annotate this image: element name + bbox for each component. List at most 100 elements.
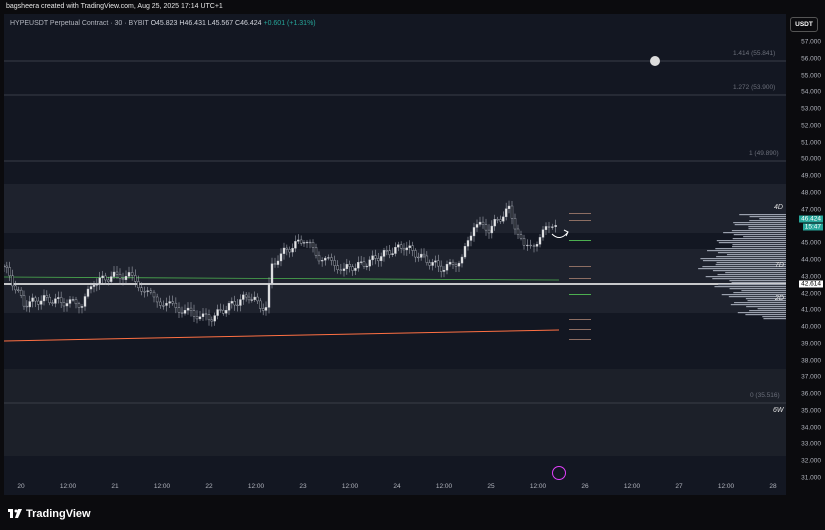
- price-axis-label: 40.000: [801, 323, 821, 331]
- volume-profile-bar: [716, 240, 786, 242]
- time-axis-label: 21: [111, 483, 119, 490]
- candle-body: [535, 244, 539, 247]
- price-axis-label: 52.000: [801, 122, 821, 130]
- candle-body: [259, 300, 262, 309]
- volume-profile-bar: [712, 270, 786, 272]
- candle-body: [490, 225, 494, 234]
- candle-body: [339, 269, 343, 271]
- price-axis-label: 44.000: [801, 256, 821, 264]
- candle-body: [17, 289, 20, 291]
- chart-canvas[interactable]: [2, 14, 786, 495]
- volume-profile-bar: [718, 242, 786, 244]
- price-axis-label: 47.000: [801, 206, 821, 214]
- candles-series: [2, 200, 557, 327]
- candle-body: [264, 307, 268, 311]
- volume-profile-bar: [729, 280, 786, 282]
- candle-body: [493, 219, 496, 227]
- tradingview-icon: [8, 509, 22, 518]
- candle-body: [554, 225, 557, 227]
- candle-body: [414, 250, 417, 258]
- candle-body: [513, 218, 517, 230]
- time-axis-label: 12:00: [59, 483, 77, 490]
- candle-body: [374, 255, 377, 259]
- candle-body: [388, 250, 391, 255]
- candle-body: [270, 263, 274, 284]
- candle-body: [288, 249, 291, 253]
- candle-body: [127, 272, 131, 277]
- volume-profile-bar: [732, 238, 786, 240]
- candle-body: [219, 309, 222, 311]
- time-axis-label: 12:00: [435, 483, 453, 490]
- candle-body: [183, 310, 187, 314]
- candle-body: [51, 302, 54, 304]
- candle-body: [336, 265, 339, 271]
- ohlc-values: O45.823 H46.431 L45.567 C46.424: [150, 20, 262, 27]
- volume-profile-bar: [734, 302, 786, 304]
- time-axis-label: 27: [675, 483, 683, 490]
- candle-body: [39, 300, 43, 305]
- volume-profile-bar: [745, 298, 786, 300]
- volume-profile-bar: [729, 288, 786, 290]
- fib-label-1414: 1.414 (55.841): [733, 50, 776, 57]
- candle-body: [121, 278, 125, 280]
- candle-body: [118, 274, 122, 279]
- volume-profile-bar: [749, 310, 786, 312]
- candle-body: [439, 265, 443, 272]
- candle-body: [371, 255, 374, 261]
- candle-body: [104, 275, 107, 281]
- candle-body: [146, 290, 149, 292]
- candle-body: [299, 239, 303, 244]
- candle-body: [463, 246, 467, 258]
- drawing-handle-dot[interactable]: [650, 56, 660, 66]
- candle-body: [57, 297, 60, 299]
- price-axis-label: 32.000: [801, 457, 821, 465]
- candle-body: [291, 248, 294, 253]
- candle-body: [65, 303, 69, 307]
- candle-body: [95, 283, 99, 286]
- candle-body: [445, 264, 449, 271]
- tradingview-logo[interactable]: TradingView: [8, 508, 91, 520]
- candle-body: [478, 221, 482, 225]
- orange-trendline[interactable]: [3, 329, 560, 342]
- chart-pane[interactable]: [2, 14, 786, 495]
- candle-body: [397, 244, 400, 248]
- candle-body: [168, 301, 171, 304]
- price-axis-label: 35.000: [801, 407, 821, 415]
- candle-body: [359, 261, 363, 263]
- candle-body: [86, 288, 90, 297]
- timeframe-replay-icon[interactable]: [552, 466, 566, 480]
- currency-button[interactable]: USDT: [790, 17, 818, 32]
- volume-profile-bar: [723, 232, 786, 234]
- candle-body: [394, 247, 397, 254]
- candle-body: [541, 229, 545, 238]
- candle-body: [171, 301, 174, 304]
- candle-body: [399, 244, 403, 249]
- candle-body: [437, 260, 440, 267]
- price-axis-label: 39.000: [801, 340, 821, 348]
- candle-body: [391, 253, 394, 255]
- candle-body: [210, 319, 214, 322]
- volume-profile-bar: [737, 312, 786, 314]
- price-axis-label: 50.000: [801, 155, 821, 163]
- symbol-label[interactable]: HYPEUSDT Perpetual Contract · 30 · BYBIT: [10, 20, 149, 27]
- curved-arrow: [551, 231, 569, 238]
- zone-label-6w: 6W: [773, 407, 784, 414]
- candle-body: [77, 303, 81, 308]
- candle-body: [324, 257, 327, 261]
- green-trendline[interactable]: [3, 276, 560, 281]
- candle-body: [475, 224, 479, 228]
- volume-profile-bar: [745, 314, 786, 316]
- candle-body: [451, 261, 455, 265]
- price-axis[interactable]: 57.000 56.000 55.000 54.000 53.000 52.000 51.0…: [786, 14, 825, 495]
- candle-body: [351, 266, 354, 271]
- time-axis[interactable]: 20 12:00 21 12:00 22 12:00 23 12:00 24 12:00 25 12:…: [4, 483, 786, 495]
- volume-profile-bar: [749, 216, 786, 218]
- candle-body: [80, 306, 84, 308]
- candle-body: [152, 291, 156, 298]
- candle-body: [42, 295, 46, 302]
- candle-body: [317, 255, 321, 262]
- candle-body: [496, 219, 499, 221]
- candle-body: [25, 305, 29, 308]
- candle-body: [140, 287, 143, 292]
- candle-body: [279, 253, 283, 262]
